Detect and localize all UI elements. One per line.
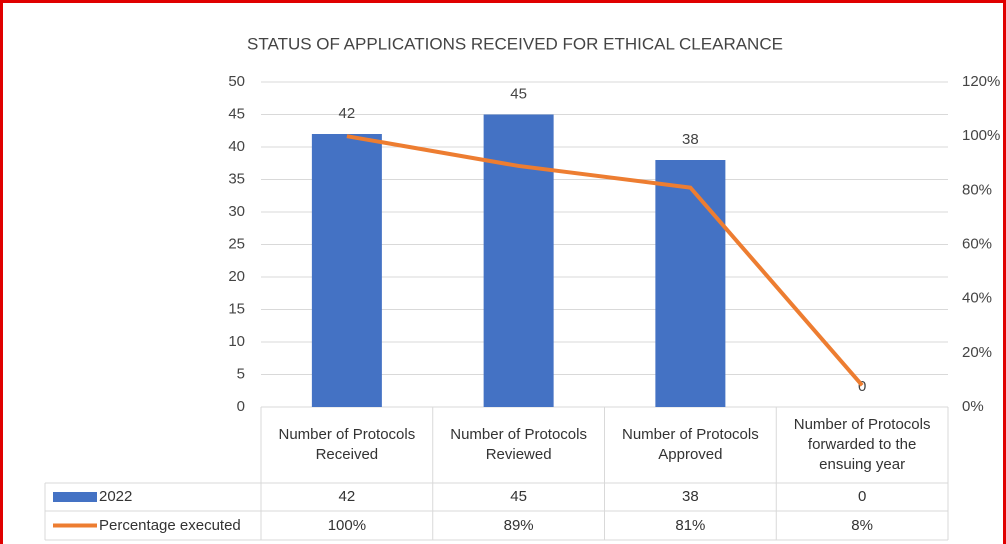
y-tick-label: 0 xyxy=(237,398,245,415)
table-value: 42 xyxy=(338,488,356,505)
table-value: 8% xyxy=(851,516,873,534)
table-value: 100% xyxy=(327,516,367,534)
y-tick-label: 30 xyxy=(228,203,245,220)
legend-label: Percentage executed xyxy=(99,516,241,534)
y-tick-label: 20 xyxy=(228,268,245,285)
legend-label: 2022 xyxy=(99,488,133,505)
category-label: Number of Protocols forwarded to the ens… xyxy=(793,416,931,473)
y-tick-label: 50 xyxy=(228,73,245,90)
bar xyxy=(311,134,382,407)
y2-tick-label: 40% xyxy=(962,290,992,307)
category-label: Number of Protocols Reviewed xyxy=(450,426,587,463)
chart: STATUS OF APPLICATIONS RECEIVED FOR ETHI… xyxy=(44,34,1000,541)
y2-tick-label: 80% xyxy=(962,181,992,198)
y-tick-label: 10 xyxy=(228,333,245,350)
table-value: 0 xyxy=(857,488,867,505)
y-tick-label: 35 xyxy=(228,170,245,187)
category-label: Number of Protocols Approved xyxy=(622,426,759,463)
y2-tick-label: 60% xyxy=(962,235,992,252)
bar-value-label: 45 xyxy=(510,85,527,102)
y-tick-label: 15 xyxy=(228,300,245,317)
y2-tick-label: 20% xyxy=(962,344,992,361)
table-value: 45 xyxy=(510,488,527,505)
y-tick-label: 40 xyxy=(228,138,245,155)
y2-tick-label: 0% xyxy=(962,398,984,415)
bar-value-label: 38 xyxy=(682,131,699,148)
bar xyxy=(483,114,554,407)
y2-tick-label: 120% xyxy=(962,73,1000,90)
table-value: 81% xyxy=(675,516,706,534)
legend-key xyxy=(53,492,97,502)
category-label: Number of Protocols Received xyxy=(278,426,416,463)
bar-value-label: 0 xyxy=(858,378,866,395)
bar xyxy=(655,160,726,407)
line xyxy=(346,134,864,387)
y-tick-label: 5 xyxy=(237,365,245,382)
y2-tick-label: 100% xyxy=(962,127,1000,144)
table-value: 38 xyxy=(682,488,699,505)
chart-title: STATUS OF APPLICATIONS RECEIVED FOR ETHI… xyxy=(247,34,783,53)
y-tick-label: 25 xyxy=(228,235,245,252)
bar-value-label: 42 xyxy=(339,105,356,122)
y-tick-label: 45 xyxy=(228,105,245,122)
table-value: 89% xyxy=(503,516,534,534)
